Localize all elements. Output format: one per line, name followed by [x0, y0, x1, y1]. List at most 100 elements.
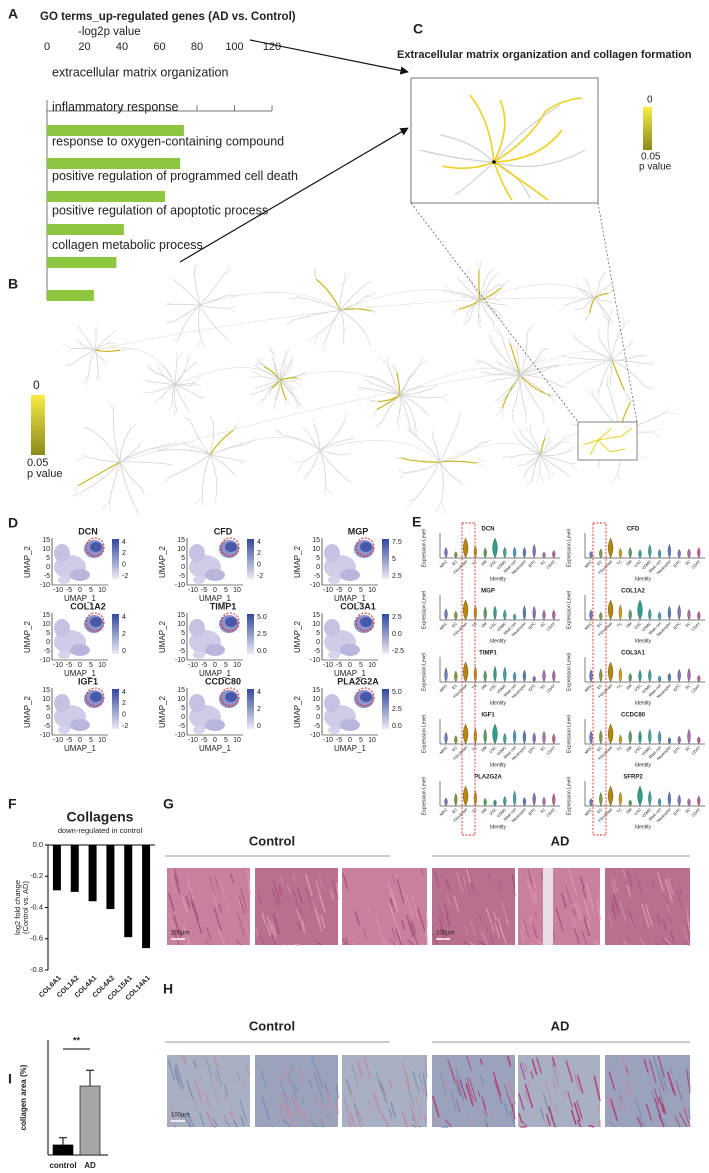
violin [638, 549, 642, 559]
cell-type-label: VSC [633, 807, 642, 816]
tissue-fiber [585, 881, 594, 907]
tissue-fiber [625, 1080, 632, 1098]
network-edge [485, 379, 498, 384]
tissue-fiber [493, 912, 498, 922]
y-tick-label: -5 [44, 648, 50, 655]
highlight-circle [355, 687, 375, 707]
group-label: AD [551, 833, 570, 848]
tissue-fiber [258, 934, 266, 946]
network-edge [231, 470, 234, 476]
tissue-fiber [312, 899, 321, 923]
cell-type-label: MNC [438, 683, 448, 693]
tissue-fiber [465, 1083, 474, 1107]
umap-cluster [70, 719, 90, 731]
y-tick-label: -10 [40, 732, 50, 739]
network-edge [476, 259, 480, 271]
cell-type-label: EPC [527, 683, 536, 692]
network-edge [199, 396, 205, 400]
violin [667, 605, 672, 621]
network-link [439, 442, 541, 463]
network-edge [464, 311, 469, 316]
tissue-fiber [497, 917, 505, 939]
network-edge [365, 292, 376, 297]
cell-type-label: TC [471, 745, 478, 752]
tissue-fiber [612, 876, 619, 893]
tissue-fiber [458, 1087, 465, 1101]
network-edge [174, 384, 200, 398]
y-tick-label: 15 [312, 612, 320, 619]
tissue-fiber [554, 1105, 559, 1116]
network-edge [182, 440, 188, 447]
network-edge [516, 345, 519, 352]
x-tick-label: 0 [78, 587, 82, 594]
network-edge [616, 474, 621, 481]
tissue-fiber [167, 1059, 175, 1081]
network-edge [542, 412, 544, 424]
tissue-fiber [324, 1081, 330, 1096]
tissue-fiber [418, 1124, 422, 1128]
x-tick-label: 5 [224, 587, 228, 594]
network-edge [319, 439, 348, 451]
network-edge [495, 408, 503, 417]
tissue-fiber [213, 907, 222, 932]
network-link [199, 292, 341, 311]
network-edge [584, 297, 596, 308]
colorbar [382, 614, 389, 654]
network-edge [66, 364, 72, 366]
network-edge [487, 334, 493, 345]
tissue-fiber [232, 1119, 238, 1128]
network-edge [79, 491, 83, 498]
category-label: collagen metabolic process [52, 238, 203, 252]
gene-title: COL1A2 [621, 589, 645, 595]
tissue-fiber [325, 1104, 332, 1121]
tissue-fiber [212, 893, 218, 907]
network-edge [313, 418, 317, 429]
violin [454, 610, 458, 621]
x-axis-label: UMAP_1 [334, 669, 367, 678]
tissue-fiber [300, 921, 306, 933]
network-edge [500, 394, 507, 402]
colorbar [247, 689, 254, 729]
cell-type-label: EC [451, 745, 459, 753]
tissue-fiber [405, 894, 414, 918]
y-tick-label: 0 [316, 639, 320, 646]
tissue-fiber [167, 893, 175, 912]
network-edge [559, 385, 567, 388]
y-tick-label: 15 [177, 612, 185, 619]
y-tick-label: -0.2 [30, 871, 43, 880]
cell-type-label: VSMC [641, 621, 653, 633]
y-tick-label: -0.8 [30, 965, 43, 974]
tissue-fiber [223, 1084, 229, 1096]
cell-type-label: VSC [488, 559, 497, 568]
network-edge [652, 427, 662, 433]
colorbar-tick-label: 0.0 [392, 631, 402, 638]
network-edge [259, 368, 281, 381]
network-edge [607, 300, 612, 305]
tissue-fiber [610, 1098, 619, 1121]
y-axis-label: Expression Level [566, 653, 572, 691]
network-edge [95, 326, 98, 335]
network-edge [611, 346, 628, 361]
gene-title: CFD [627, 527, 640, 533]
tissue-fiber [329, 889, 335, 900]
network-edge [578, 287, 583, 294]
bar [142, 845, 151, 949]
tissue-fiber [568, 868, 578, 895]
umap-cluster [324, 544, 340, 562]
network-edge [525, 454, 541, 465]
tissue-fiber [335, 1083, 339, 1099]
network-edge [261, 375, 281, 381]
tissue-fiber [446, 893, 452, 908]
tissue-fiber [418, 1073, 423, 1086]
violin [542, 730, 546, 745]
tissue-fiber [688, 1107, 691, 1119]
panel-label: B [8, 276, 18, 292]
x-tick-label: 0 [213, 662, 217, 669]
tissue-fiber [630, 918, 635, 929]
network-edge [415, 461, 441, 499]
network-edge [344, 272, 350, 279]
x-tick-label: 5 [224, 737, 228, 744]
y-tick-label: 15 [42, 687, 50, 694]
y-tick-label: 5 [316, 705, 320, 712]
x-tick-label: -5 [201, 662, 207, 669]
